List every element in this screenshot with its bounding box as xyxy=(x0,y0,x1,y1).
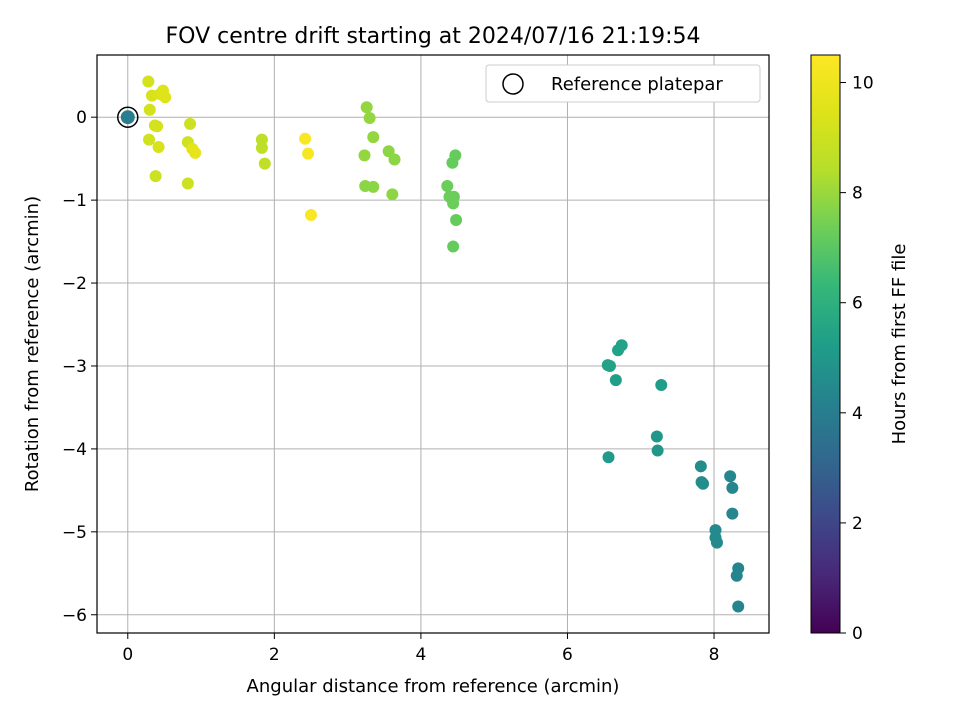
data-point xyxy=(710,536,723,549)
data-point xyxy=(726,507,739,520)
data-point xyxy=(367,180,380,193)
data-point xyxy=(730,569,743,582)
data-point xyxy=(447,197,460,210)
data-point xyxy=(184,117,197,130)
colorbar-tick-label: 8 xyxy=(852,184,863,204)
data-point xyxy=(258,157,271,170)
data-point xyxy=(694,460,707,473)
data-point xyxy=(152,141,165,154)
x-axis-label: Angular distance from reference (arcmin) xyxy=(247,676,620,697)
data-point xyxy=(358,149,371,162)
reference-point-ring xyxy=(117,106,139,128)
y-axis-label: Rotation from reference (arcmin) xyxy=(22,196,43,492)
data-point xyxy=(367,131,380,144)
legend: Reference platepar xyxy=(485,64,761,103)
reference-point xyxy=(117,106,139,128)
data-point xyxy=(609,374,622,387)
data-point xyxy=(697,477,710,490)
chart-title: FOV centre drift starting at 2024/07/16 … xyxy=(166,24,701,49)
colorbar-ticks: 0 2 4 6 8 10 xyxy=(840,74,874,644)
colorbar-gradient xyxy=(810,54,841,634)
data-point xyxy=(151,120,164,133)
colorbar-tick-label: 6 xyxy=(852,294,863,314)
data-point xyxy=(159,91,172,104)
data-point xyxy=(143,133,156,146)
x-tick-label: 6 xyxy=(562,645,573,665)
legend-entry: Reference platepar xyxy=(551,74,723,95)
data-point xyxy=(655,379,668,392)
y-tick-label: −6 xyxy=(62,606,87,626)
colorbar-tick-label: 10 xyxy=(852,74,874,94)
data-point xyxy=(388,153,401,166)
legend-box xyxy=(485,64,761,103)
data-point xyxy=(450,214,463,227)
data-point xyxy=(650,430,663,443)
grid-lines xyxy=(97,55,769,633)
data-points xyxy=(142,75,745,613)
x-tick-label: 2 xyxy=(269,645,280,665)
data-point xyxy=(615,339,628,352)
data-point xyxy=(603,359,616,372)
data-point xyxy=(726,481,739,494)
x-tick-label: 4 xyxy=(415,645,426,665)
colorbar: 0 2 4 6 8 10 Hours from first FF file xyxy=(810,54,910,644)
data-point xyxy=(149,170,162,183)
y-tick-label: −4 xyxy=(62,440,87,460)
data-point xyxy=(255,141,268,154)
colorbar-label: Hours from first FF file xyxy=(889,244,910,445)
data-point xyxy=(143,103,156,116)
y-tick-label: 0 xyxy=(76,108,87,128)
x-axis-ticks: 0 2 4 6 8 xyxy=(122,633,719,665)
data-point xyxy=(302,147,315,160)
legend-marker xyxy=(502,73,524,95)
data-point xyxy=(181,177,194,190)
data-point xyxy=(602,451,615,464)
data-point xyxy=(189,146,202,159)
y-tick-label: −2 xyxy=(62,274,87,294)
data-point xyxy=(255,133,268,146)
data-point xyxy=(441,180,454,193)
data-point xyxy=(447,240,460,253)
data-point xyxy=(304,209,317,222)
data-point xyxy=(386,188,399,201)
y-tick-label: −1 xyxy=(62,191,87,211)
data-point xyxy=(363,112,376,125)
x-tick-label: 0 xyxy=(122,645,133,665)
x-tick-label: 8 xyxy=(709,645,720,665)
colorbar-tick-label: 4 xyxy=(852,404,863,424)
data-point xyxy=(142,75,155,88)
colorbar-tick-label: 2 xyxy=(852,514,863,534)
y-axis-ticks: 0 −1 −2 −3 −4 −5 −6 xyxy=(62,108,97,626)
colorbar-tick-label: 0 xyxy=(852,624,863,644)
data-point xyxy=(382,145,395,158)
data-point xyxy=(724,470,737,483)
data-point xyxy=(446,156,459,169)
y-tick-label: −3 xyxy=(62,357,87,377)
data-point xyxy=(651,444,664,457)
data-point xyxy=(732,600,745,613)
data-point xyxy=(360,101,373,114)
y-tick-label: −5 xyxy=(62,523,87,543)
data-point xyxy=(299,132,312,145)
plot-frame xyxy=(96,54,770,634)
reference-point-fill xyxy=(120,110,135,125)
